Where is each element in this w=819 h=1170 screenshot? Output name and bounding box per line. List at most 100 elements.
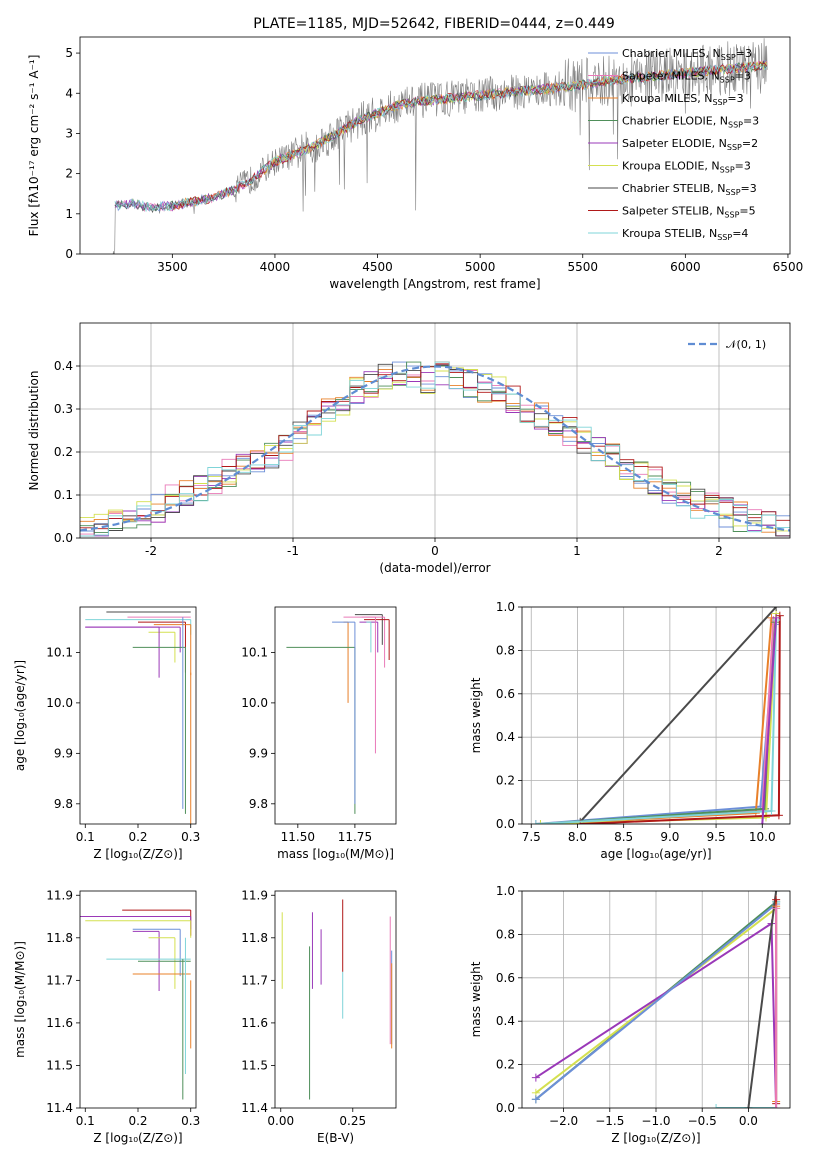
plot-area [531,607,784,824]
plot-area [80,909,192,1100]
y-axis-label: Flux [fλ10⁻¹⁷ erg cm⁻² s⁻¹ A⁻¹] [27,55,41,237]
mass-weight-line [747,891,778,1108]
y-tick-label: 11.4 [241,1101,268,1115]
error-bar-marker [148,937,176,989]
y-tick-label: 11.8 [46,931,73,945]
x-tick-label: 3500 [157,260,188,274]
x-tick-label: 5500 [567,260,598,274]
x-tick-label: -2 [145,544,157,558]
panel-mass-vs-ebv: 0.00 0.25 11.4 11.5 11.6 11.7 11.8 11.9 E(B-V) [241,888,397,1145]
x-tick-label: 5000 [465,260,496,274]
mass-weight-line [716,901,778,1108]
x-tick-label: 0.3 [181,1114,200,1128]
plot-area [531,891,781,1108]
legend-entry: Salpeter STELIB, NSSP=5 [622,205,756,220]
panel-age-vs-mass: 11.50 11.75 9.8 9.9 10.0 10.1 mass [log₁₀(M/M⊙… [241,606,397,861]
legend-entry: Kroupa MILES, NSSP=3 [622,92,744,107]
x-tick-label: 8.5 [614,830,633,844]
y-tick-label: 11.9 [46,888,73,902]
normal-distribution-line [80,365,790,532]
x-tick-label: 0.0 [739,1114,758,1128]
y-tick-label: 0 [65,247,73,261]
x-tick-label: 9.5 [707,830,726,844]
y-axis-label: mass [log₁₀(M/M⊙)] [13,941,27,1058]
axes-frame [274,890,397,1109]
y-tick-label: 11.6 [241,1016,268,1030]
y-tick-label: 0.2 [496,774,515,788]
error-bar-marker [366,621,372,653]
axes-frame [79,322,791,539]
mass-weight-line [579,607,777,823]
y-tick-label: 1 [65,207,73,221]
x-tick-label: 6500 [773,260,804,274]
x-axis-label: Z [log₁₀(Z/Z⊙)] [611,1131,700,1145]
x-tick-label: −2.0 [549,1114,578,1128]
y-tick-label: 0.8 [496,643,515,657]
x-axis-label: Z [log₁₀(Z/Z⊙)] [93,847,182,861]
x-axis-label: E(B-V) [317,1131,354,1145]
y-axis-label: mass weight [469,677,483,753]
y-tick-label: 0.1 [54,488,73,502]
x-tick-label: 8.0 [568,830,587,844]
y-tick-label: 10.0 [241,696,268,710]
x-tick-label: 4500 [362,260,393,274]
error-bar-marker [85,920,192,938]
x-tick-label: 0.1 [76,1114,95,1128]
legend-entry: Kroupa ELODIE, NSSP=3 [622,160,751,175]
axes-frame [79,890,197,1109]
mass-weight-line [580,615,781,824]
mass-weight-line [540,622,777,824]
model-spectrum-line [114,61,767,214]
y-tick-label: 1.0 [496,600,515,614]
legend-entry: Salpeter ELODIE, NSSP=2 [622,137,758,152]
error-bar-marker [286,646,356,814]
y-tick-label: 11.4 [46,1101,73,1115]
axes-frame [79,36,791,255]
error-bar-marker [364,619,390,660]
x-tick-label: 1 [573,544,581,558]
legend-entry: Chabrier STELIB, NSSP=3 [622,182,757,197]
x-tick-label: −1.0 [641,1114,670,1128]
y-tick-label: 11.5 [46,1058,73,1072]
panel-spectrum: 3500 4000 4500 5000 5500 6000 6500 0 1 2 3 4 5 wavele… [27,36,804,291]
error-bar-marker [80,916,192,930]
y-tick-label: 2 [65,167,73,181]
y-tick-label: 10.1 [241,645,268,659]
error-bar-marker [343,616,386,668]
error-bar-marker [132,928,181,977]
plot-area [85,611,192,824]
error-bar-marker [153,624,192,676]
x-tick-label: −1.5 [595,1114,624,1128]
error-bar-marker [85,626,160,678]
y-tick-label: 1.0 [496,884,515,898]
plot-area [80,361,790,537]
y-tick-label: 9.9 [249,746,268,760]
x-axis-label: Z [log₁₀(Z/Z⊙)] [93,1131,182,1145]
x-axis-label: age [log₁₀(age/yr)] [600,847,711,861]
mass-weight-line [535,624,777,824]
x-tick-label: 4000 [260,260,291,274]
figure-title: PLATE=1185, MJD=52642, FIBERID=0444, z=0… [253,16,615,32]
panel-residuals: -2 -1 0 1 2 0.0 0.1 0.2 0.3 0.4 (data-model)/error… [27,322,791,575]
y-tick-label: 0.6 [496,687,515,701]
model-spectrum-line [114,62,767,212]
x-tick-label: 9.0 [660,830,679,844]
y-tick-label: 11.7 [46,973,73,987]
y-tick-label: 0.0 [54,531,73,545]
y-tick-label: 9.8 [249,797,268,811]
y-tick-label: 0.2 [496,1058,515,1072]
y-axis-label: age [log₁₀(age/yr)] [13,660,27,771]
plot-area [286,614,390,814]
plot-area [281,899,393,1100]
x-axis-label: wavelength [Angstrom, rest frame] [329,277,540,291]
y-axis-label: mass weight [469,961,483,1037]
x-tick-label: 0.3 [181,830,200,844]
y-tick-label: 11.9 [241,888,268,902]
legend-entry: Chabrier MILES, NSSP=3 [622,47,752,62]
y-tick-label: 3 [65,126,73,140]
panel-age-vs-z: 0.1 0.2 0.3 9.8 9.9 10.0 10.1 Z [log₁₀(Z/Z⊙)] ag… [13,606,200,861]
x-tick-label: 0 [431,544,439,558]
x-tick-label: 2 [715,544,723,558]
y-tick-label: 0.2 [54,445,73,459]
